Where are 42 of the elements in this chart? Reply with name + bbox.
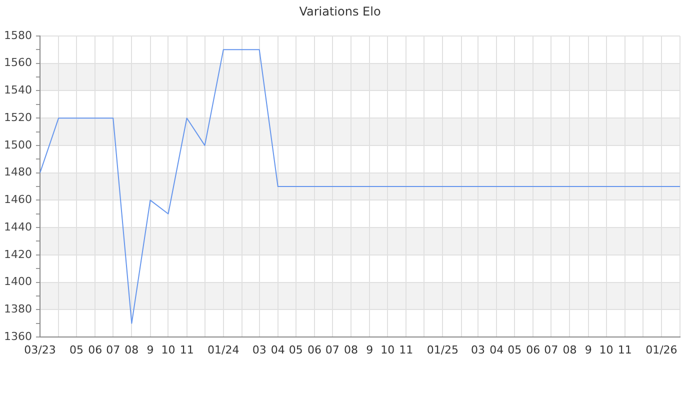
x-tick-label: 01/25: [426, 343, 459, 356]
x-tick-label: 06: [526, 343, 540, 356]
x-tick-label: 07: [544, 343, 558, 356]
x-tick-label: 07: [325, 343, 340, 356]
x-tick-label: 11: [180, 343, 194, 356]
x-tick-label: 10: [161, 343, 176, 356]
y-tick-label: 1420: [4, 248, 32, 261]
x-tick-label: 08: [562, 343, 577, 356]
y-tick-label: 1560: [4, 56, 32, 70]
x-tick-label: 11: [399, 343, 414, 356]
x-tick-label: 05: [70, 343, 84, 356]
x-tick-label: 9: [146, 343, 154, 356]
x-tick-label: 04: [490, 343, 504, 356]
x-tick-label: 06: [88, 343, 102, 356]
y-tick-label: 1380: [4, 302, 32, 316]
y-tick-label: 1360: [4, 330, 32, 343]
x-tick-label: 03: [252, 343, 266, 356]
x-tick-label: 05: [288, 343, 303, 356]
y-tick-label: 1540: [4, 84, 32, 97]
x-tick-label: 06: [307, 343, 322, 356]
y-tick-label: 1520: [4, 110, 32, 124]
x-tick-label: 07: [106, 343, 120, 356]
y-tick-label: 1580: [4, 28, 32, 42]
x-tick-label: 03: [471, 343, 486, 356]
x-tick-label: 01/24: [208, 343, 240, 356]
x-tick-label: 04: [270, 343, 285, 356]
x-tick-label: 08: [124, 343, 139, 356]
y-tick-label: 1460: [4, 193, 32, 206]
x-tick-label: 08: [344, 343, 358, 356]
y-tick-label: 1500: [4, 138, 32, 152]
x-tick-label: 10: [380, 343, 395, 356]
y-tick-label: 1400: [4, 275, 32, 288]
y-tick-label: 1440: [4, 220, 32, 234]
x-tick-label: 9: [366, 343, 374, 356]
x-tick-label: 05: [508, 343, 522, 356]
x-tick-label: 10: [599, 343, 614, 356]
chart-title: Variations Elo: [299, 4, 381, 18]
x-tick-label: 03/23: [24, 343, 56, 356]
x-tick-label: 9: [584, 343, 592, 356]
y-tick-label: 1480: [4, 166, 32, 179]
x-tick-label: 11: [618, 343, 632, 356]
x-tick-label: 01/26: [646, 343, 678, 356]
